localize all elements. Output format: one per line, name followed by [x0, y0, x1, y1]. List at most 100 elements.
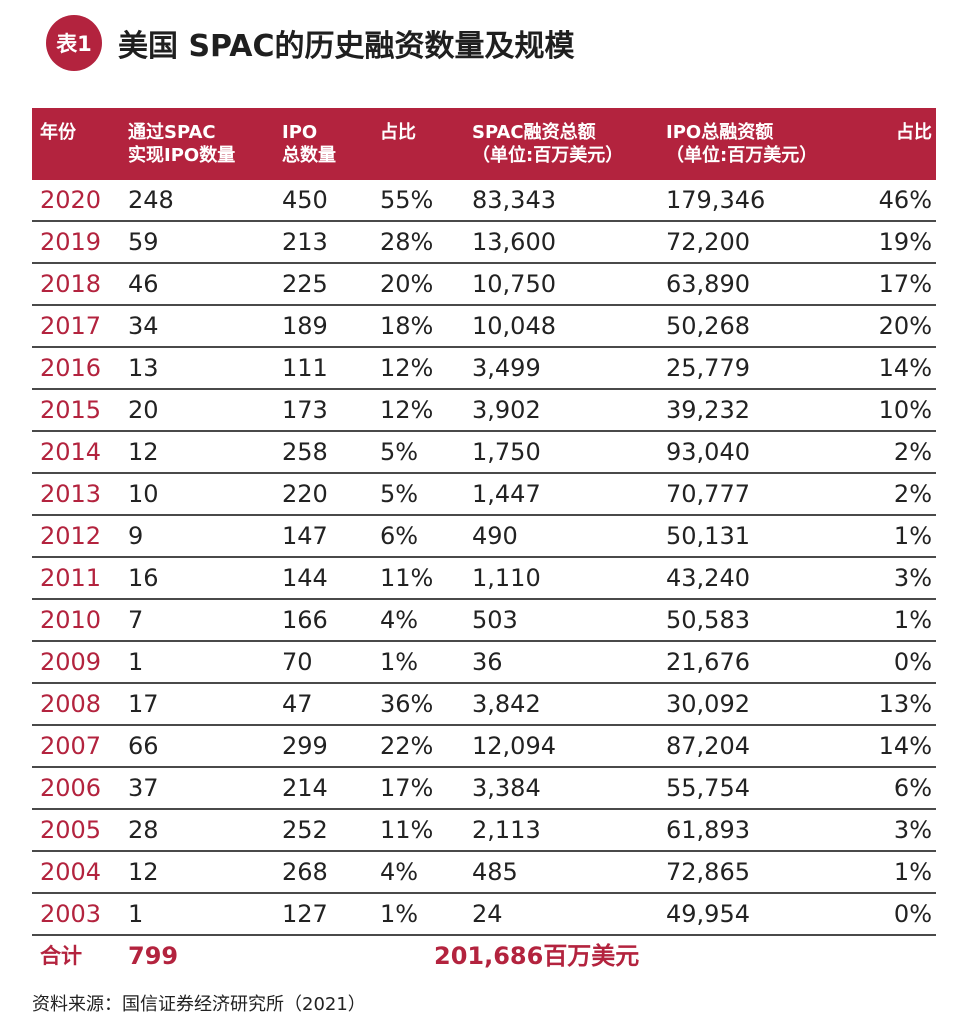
spac-ipos-cell: 1	[128, 648, 144, 676]
header-ipo-amount: IPO总融资额 （单位:百万美元）	[666, 122, 818, 166]
spac-ipos-cell: 16	[128, 564, 159, 592]
year-cell: 2011	[40, 564, 102, 592]
table-row: 2014 12 258 5% 1,750 93,040 2%	[32, 432, 936, 474]
total-spac-amount: 201,686百万美元	[434, 942, 640, 970]
spac-table: 年份 通过SPAC 实现IPO数量 IPO 总数量 占比 SPAC融资总额 （单位:百…	[32, 108, 936, 978]
total-ipos-cell: 70	[282, 648, 313, 676]
table-row: 2008 17 47 36% 3,842 30,092 13%	[32, 684, 936, 726]
total-row: 合计 799 201,686百万美元	[32, 936, 936, 978]
total-ipos-cell: 299	[282, 732, 328, 760]
ipo-amount-cell: 25,779	[666, 354, 750, 382]
ipo-amount-cell: 50,268	[666, 312, 750, 340]
ratio-cell: 11%	[380, 564, 434, 592]
year-cell: 2006	[40, 774, 102, 802]
amount-ratio-cell: 13%	[878, 690, 932, 718]
total-label: 合计	[40, 944, 82, 968]
spac-amount-cell: 10,048	[472, 312, 556, 340]
header-total-ipos: IPO 总数量	[282, 122, 336, 166]
spac-amount-cell: 1,750	[472, 438, 541, 466]
total-ipos-cell: 189	[282, 312, 328, 340]
ipo-amount-cell: 30,092	[666, 690, 750, 718]
header-spac-amount: SPAC融资总额 （单位:百万美元）	[472, 122, 624, 166]
spac-amount-cell: 83,343	[472, 186, 556, 214]
table-number-badge: 表1	[46, 15, 102, 71]
year-cell: 2003	[40, 900, 102, 928]
total-ipos-cell: 47	[282, 690, 313, 718]
amount-ratio-cell: 3%	[893, 564, 932, 592]
spac-amount-cell: 24	[472, 900, 503, 928]
spac-amount-cell: 503	[472, 606, 518, 634]
spac-ipos-cell: 34	[128, 312, 159, 340]
amount-ratio-cell: 1%	[893, 522, 932, 550]
spac-amount-cell: 36	[472, 648, 503, 676]
ratio-cell: 5%	[380, 480, 419, 508]
ratio-cell: 18%	[380, 312, 434, 340]
header-year: 年份	[40, 122, 76, 143]
year-cell: 2004	[40, 858, 102, 886]
amount-ratio-cell: 20%	[878, 312, 932, 340]
ipo-amount-cell: 179,346	[666, 186, 766, 214]
year-cell: 2007	[40, 732, 102, 760]
amount-ratio-cell: 3%	[893, 816, 932, 844]
ipo-amount-cell: 61,893	[666, 816, 750, 844]
ipo-amount-cell: 50,583	[666, 606, 750, 634]
ipo-amount-cell: 93,040	[666, 438, 750, 466]
ipo-amount-cell: 70,777	[666, 480, 750, 508]
ratio-cell: 4%	[380, 606, 419, 634]
amount-ratio-cell: 14%	[878, 732, 932, 760]
ratio-cell: 55%	[380, 186, 434, 214]
ipo-amount-cell: 49,954	[666, 900, 750, 928]
ratio-cell: 22%	[380, 732, 434, 760]
amount-ratio-cell: 10%	[878, 396, 932, 424]
spac-amount-cell: 1,447	[472, 480, 541, 508]
total-ipos-cell: 127	[282, 900, 328, 928]
title-row: 表1 美国 SPAC的历史融资数量及规模	[46, 15, 575, 71]
table-row: 2019 59 213 28% 13,600 72,200 19%	[32, 222, 936, 264]
table-title: 美国 SPAC的历史融资数量及规模	[118, 29, 575, 64]
table-row: 2009 1 70 1% 36 21,676 0%	[32, 642, 936, 684]
spac-ipos-cell: 1	[128, 900, 144, 928]
year-cell: 2019	[40, 228, 102, 256]
spac-amount-cell: 3,499	[472, 354, 541, 382]
table-row: 2006 37 214 17% 3,384 55,754 6%	[32, 768, 936, 810]
amount-ratio-cell: 1%	[893, 858, 932, 886]
total-ipos-cell: 147	[282, 522, 328, 550]
ratio-cell: 5%	[380, 438, 419, 466]
spac-amount-cell: 485	[472, 858, 518, 886]
ipo-amount-cell: 21,676	[666, 648, 750, 676]
amount-ratio-cell: 2%	[893, 480, 932, 508]
year-cell: 2017	[40, 312, 102, 340]
table-row: 2012 9 147 6% 490 50,131 1%	[32, 516, 936, 558]
total-ipos-cell: 173	[282, 396, 328, 424]
table-row: 2018 46 225 20% 10,750 63,890 17%	[32, 264, 936, 306]
table-row: 2016 13 111 12% 3,499 25,779 14%	[32, 348, 936, 390]
total-ipos-cell: 220	[282, 480, 328, 508]
amount-ratio-cell: 2%	[893, 438, 932, 466]
year-cell: 2010	[40, 606, 102, 634]
year-cell: 2015	[40, 396, 102, 424]
amount-ratio-cell: 0%	[893, 648, 932, 676]
ipo-amount-cell: 50,131	[666, 522, 750, 550]
spac-amount-cell: 490	[472, 522, 518, 550]
year-cell: 2014	[40, 438, 102, 466]
table-row: 2013 10 220 5% 1,447 70,777 2%	[32, 474, 936, 516]
amount-ratio-cell: 6%	[893, 774, 932, 802]
table-row: 2010 7 166 4% 503 50,583 1%	[32, 600, 936, 642]
ratio-cell: 1%	[380, 648, 419, 676]
spac-amount-cell: 12,094	[472, 732, 556, 760]
spac-ipos-cell: 7	[128, 606, 144, 634]
table-row: 2017 34 189 18% 10,048 50,268 20%	[32, 306, 936, 348]
total-ipos-cell: 214	[282, 774, 328, 802]
total-ipos-cell: 268	[282, 858, 328, 886]
table-body: 2020 248 450 55% 83,343 179,346 46% 2019 59 213 28…	[32, 180, 936, 936]
amount-ratio-cell: 1%	[893, 606, 932, 634]
year-cell: 2018	[40, 270, 102, 298]
spac-ipos-cell: 12	[128, 438, 159, 466]
ratio-cell: 28%	[380, 228, 434, 256]
ipo-amount-cell: 39,232	[666, 396, 750, 424]
amount-ratio-cell: 14%	[878, 354, 932, 382]
spac-ipos-cell: 13	[128, 354, 159, 382]
table-row: 2011 16 144 11% 1,110 43,240 3%	[32, 558, 936, 600]
ipo-amount-cell: 63,890	[666, 270, 750, 298]
year-cell: 2020	[40, 186, 102, 214]
